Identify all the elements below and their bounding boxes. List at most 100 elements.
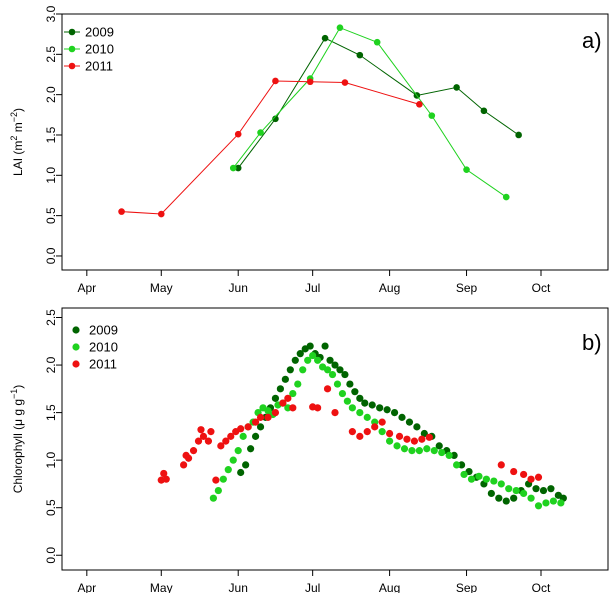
data-point — [234, 164, 242, 172]
data-point — [480, 107, 488, 115]
data-point — [229, 164, 237, 172]
data-point — [549, 497, 558, 505]
data-point — [281, 375, 289, 383]
data-point — [510, 494, 518, 502]
data-point — [204, 437, 213, 445]
x-tick-label: Sep — [456, 281, 478, 295]
legend-label: 2009 — [85, 25, 114, 40]
data-point — [272, 115, 279, 123]
series-2010 — [229, 24, 510, 201]
data-point — [475, 472, 483, 480]
x-tick-label: Aug — [379, 281, 400, 295]
data-point — [356, 432, 364, 440]
data-point — [291, 356, 299, 364]
data-point — [428, 112, 436, 119]
data-point — [118, 208, 125, 215]
data-point — [234, 447, 242, 455]
legend-label: 2010 — [89, 340, 118, 355]
data-point — [445, 451, 453, 459]
legend-marker — [68, 62, 76, 70]
x-tick-label: Jun — [229, 581, 248, 593]
data-point — [256, 413, 265, 421]
data-point — [242, 461, 250, 469]
data-point — [321, 34, 329, 42]
data-point — [237, 468, 245, 477]
y-tick-label: 2.0 — [44, 86, 58, 103]
data-point — [209, 494, 217, 502]
data-point — [343, 397, 352, 405]
data-point — [197, 426, 205, 434]
data-point — [393, 442, 401, 450]
data-point — [386, 437, 394, 445]
data-point — [264, 407, 272, 415]
data-point — [373, 38, 381, 46]
data-point — [212, 476, 220, 484]
data-point — [234, 130, 242, 138]
legend-marker — [72, 326, 80, 334]
data-point — [356, 394, 364, 402]
data-point — [162, 475, 170, 483]
legend-label: 2010 — [85, 42, 114, 57]
data-point — [257, 129, 264, 136]
data-point — [463, 166, 470, 173]
data-point — [557, 499, 565, 507]
data-point — [160, 469, 168, 478]
panel-label: b) — [582, 330, 602, 355]
data-point — [214, 486, 222, 495]
data-point — [341, 79, 349, 86]
data-point — [408, 447, 416, 455]
data-point — [453, 84, 460, 91]
panel-label: a) — [582, 28, 602, 53]
data-point — [534, 502, 543, 510]
data-point — [217, 442, 225, 450]
x-tick-label: Apr — [77, 581, 96, 593]
data-point — [207, 428, 215, 436]
data-point — [289, 389, 297, 398]
data-point — [306, 342, 314, 350]
legend-entry-2011: 2011 — [72, 357, 117, 372]
data-point — [336, 366, 344, 374]
y-tick-label: 2.5 — [44, 309, 58, 326]
legend-label: 2011 — [85, 59, 113, 74]
data-point — [309, 351, 317, 360]
data-point — [505, 485, 513, 493]
y-tick-label: 3.0 — [44, 5, 58, 22]
legend-label: 2009 — [89, 323, 118, 338]
data-point — [450, 451, 458, 459]
data-point — [189, 447, 198, 455]
data-point — [333, 380, 342, 388]
data-point — [247, 445, 255, 453]
y-tick-label: 1.0 — [44, 451, 58, 468]
data-point — [271, 409, 280, 417]
x-tick-label: May — [150, 281, 173, 295]
data-point — [430, 447, 438, 455]
data-point — [314, 356, 322, 364]
data-point — [328, 370, 337, 379]
y-axis-label: LAI (m2 m−2) — [9, 108, 25, 176]
data-point — [284, 394, 292, 402]
plot-frame — [61, 13, 609, 271]
data-point — [423, 445, 431, 453]
data-point — [363, 413, 371, 421]
series-2011 — [157, 385, 543, 484]
data-point — [306, 78, 314, 86]
data-point — [425, 433, 433, 441]
data-point — [244, 423, 252, 431]
data-point — [510, 467, 518, 476]
series-2010 — [209, 351, 565, 510]
legend-entry-2010: 2010 — [72, 340, 118, 355]
data-point — [520, 470, 528, 479]
y-axis-label: Chlorophyll (μ g g−1) — [9, 385, 25, 494]
data-point — [229, 456, 237, 464]
panel-lai: 0.0 0.5 1.0 1.5 2.0 2.5 3.0 Apr May Jun Jul Aug Sep O… — [9, 5, 609, 295]
data-point — [237, 425, 245, 433]
data-point — [418, 435, 426, 443]
data-point — [539, 486, 548, 495]
data-point — [378, 428, 386, 436]
data-point — [405, 418, 414, 426]
data-point — [271, 394, 280, 402]
legend-entry-2010: 2010 — [64, 42, 114, 57]
data-point — [371, 423, 379, 431]
data-point — [410, 437, 419, 445]
data-point — [547, 485, 555, 493]
